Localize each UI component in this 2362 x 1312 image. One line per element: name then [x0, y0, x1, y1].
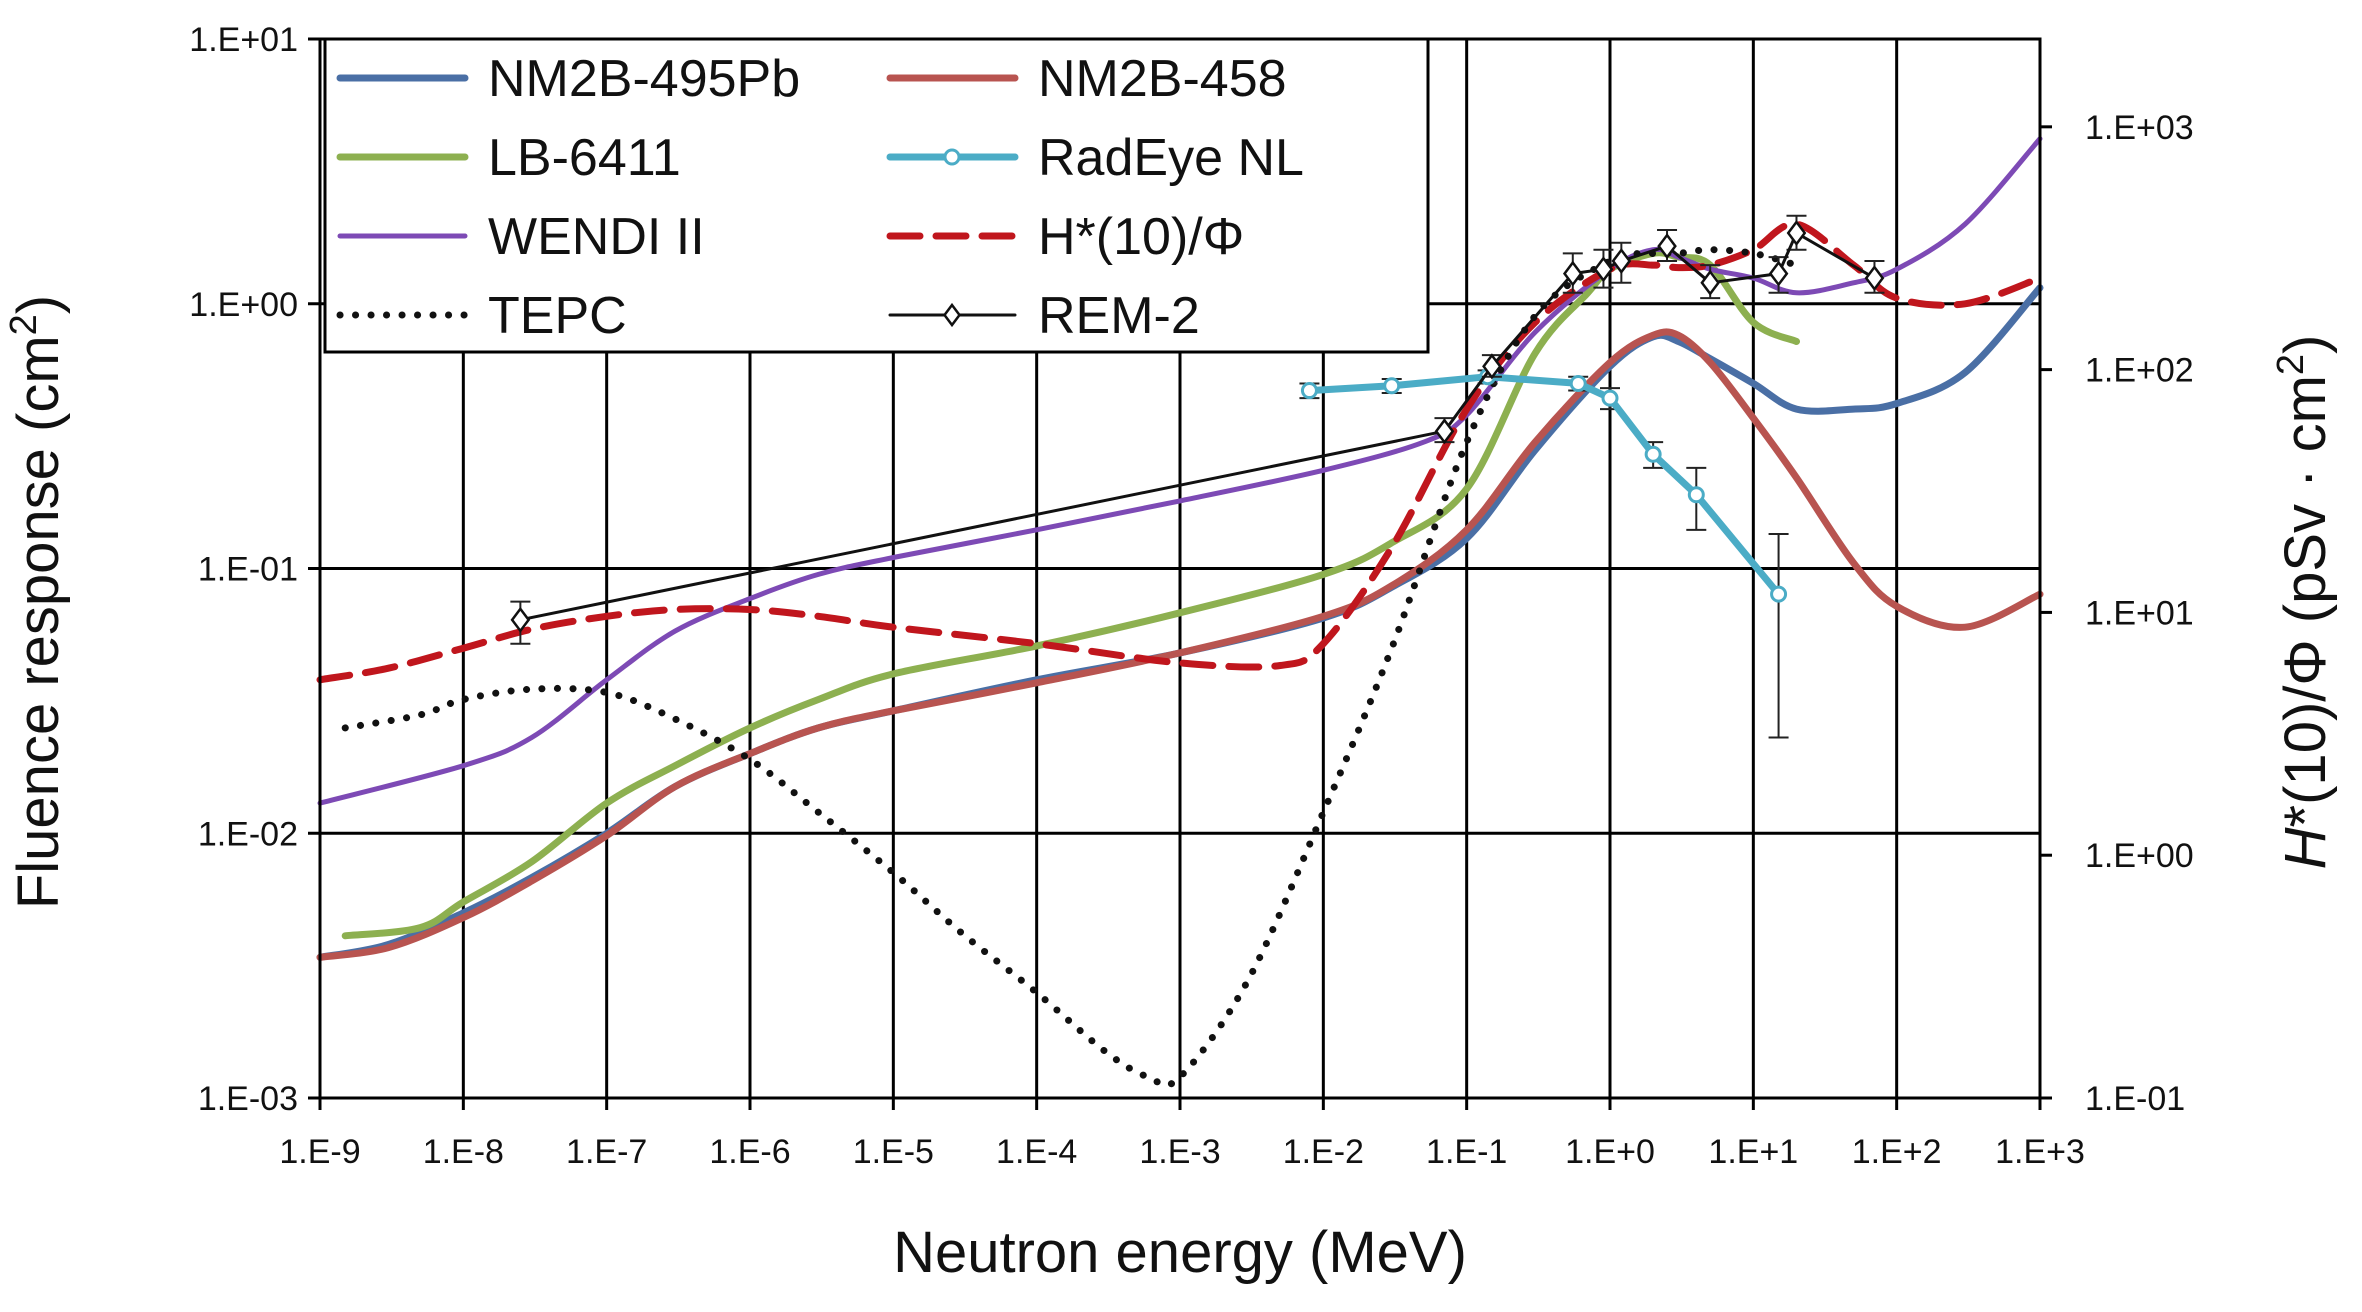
legend-marker [942, 302, 962, 328]
data-point [1687, 486, 1705, 504]
y2-tick-label: 1.E+03 [2085, 109, 2194, 147]
legend-entry-nm2b-495pb: NM2B-495Pb [336, 50, 800, 108]
series-rem-2 [510, 214, 1885, 645]
data-point [1700, 269, 1721, 296]
y-tick-labels: 1.E-03 1.E-02 1.E-01 1.E+00 1.E+01 [189, 21, 320, 1118]
y2-tick-label: 1.E+00 [2085, 837, 2194, 875]
data-point [1657, 233, 1677, 260]
x-tick-label: 1.E-3 [1139, 1133, 1220, 1171]
legend-label: RadEye NL [1038, 129, 1304, 187]
legend-marker [943, 148, 961, 166]
data-point [1768, 260, 1789, 287]
x-tick-label: 1.E-6 [709, 1133, 790, 1171]
x-tick-labels: 1.E-9 1.E-8 1.E-7 1.E-6 1.E-5 1.E-4 1.E-3 1.E-2… [279, 1098, 2085, 1171]
legend-entry-tepc: TEPC [336, 287, 627, 345]
series-line-h-10 [316, 220, 2044, 684]
legend-label: REM-2 [1038, 287, 1200, 345]
legend-entry-nm2b-458: NM2B-458 [886, 50, 1287, 108]
data-point [1601, 389, 1619, 407]
x-axis-title: Neutron energy (MeV) [893, 1220, 1467, 1285]
x-tick-label: 1.E-2 [1283, 1133, 1364, 1171]
y-tick-label: 1.E-01 [198, 551, 298, 589]
data-point [1569, 374, 1587, 392]
series-radeye-nl [1299, 368, 1789, 739]
x-tick-label: 1.E-8 [423, 1133, 504, 1171]
y2-axis-title: H*(10)/Φ (pSv · cm2) [2270, 335, 2338, 870]
x-tick-label: 1.E-4 [996, 1133, 1077, 1171]
legend-label: LB-6411 [488, 129, 681, 187]
y2-tick-label: 1.E+02 [2085, 352, 2194, 390]
y2-tick-labels: 1.E-01 1.E+00 1.E+01 1.E+02 1.E+03 [2040, 109, 2194, 1118]
y2-tick-label: 1.E-01 [2085, 1080, 2185, 1118]
legend-label: TEPC [488, 287, 627, 345]
data-point [1434, 418, 1455, 445]
legend-entries: NM2B-495Pb NM2B-458 LB-6411 RadEye NL WENDI … [336, 50, 1304, 345]
series-layer [316, 136, 2044, 1089]
x-tick-label: 1.E-1 [1426, 1133, 1507, 1171]
data-point [1562, 260, 1583, 287]
data-point [1864, 265, 1885, 292]
series-wendi-ii [317, 136, 2043, 806]
legend-label: NM2B-495Pb [488, 50, 800, 108]
x-tick-label: 1.E-9 [279, 1133, 360, 1171]
series-line-nm2b-458 [316, 328, 2044, 961]
x-tick-label: 1.E+3 [1995, 1133, 2085, 1171]
data-point [1593, 256, 1614, 283]
legend: NM2B-495Pb NM2B-458 LB-6411 RadEye NL WENDI … [323, 37, 1430, 354]
legend-label: H*(10)/Φ [1038, 208, 1244, 266]
data-point [1482, 353, 1502, 380]
legend-label: WENDI II [488, 208, 705, 266]
x-tick-label: 1.E+2 [1852, 1133, 1942, 1171]
legend-entry-radeye-nl: RadEye NL [886, 129, 1304, 187]
series-nm2b-458 [316, 328, 2044, 961]
x-tick-label: 1.E+0 [1565, 1133, 1655, 1171]
y2-tick-label: 1.E+01 [2085, 594, 2194, 632]
legend-entry-lb-6411: LB-6411 [336, 129, 681, 187]
x-tick-label: 1.E-5 [853, 1133, 934, 1171]
y-tick-label: 1.E-02 [198, 815, 298, 853]
legend-entry-rem-2: REM-2 [888, 287, 1200, 345]
data-point [1770, 585, 1788, 603]
y-tick-label: 1.E+00 [189, 286, 298, 324]
data-point [1644, 445, 1662, 463]
y-axis-title: Fluence response (cm2) [3, 295, 71, 909]
series-line-wendi-ii [317, 136, 2043, 806]
x-tick-label: 1.E-7 [566, 1133, 647, 1171]
x-tick-label: 1.E+1 [1708, 1133, 1798, 1171]
data-point [1300, 382, 1318, 400]
data-point [510, 606, 531, 633]
series-h-10 [316, 220, 2044, 684]
legend-entry-wendi-ii: WENDI II [337, 208, 705, 266]
data-point [1786, 219, 1807, 247]
series-line-radeye-nl [1305, 373, 1783, 598]
y-tick-label: 1.E+01 [189, 21, 298, 59]
y-tick-label: 1.E-03 [198, 1080, 298, 1118]
legend-entry-h-10: H*(10)/Φ [886, 208, 1244, 266]
data-point [1611, 247, 1632, 275]
legend-label: NM2B-458 [1038, 50, 1287, 108]
legend-box [323, 37, 1430, 354]
data-point [1383, 377, 1401, 395]
